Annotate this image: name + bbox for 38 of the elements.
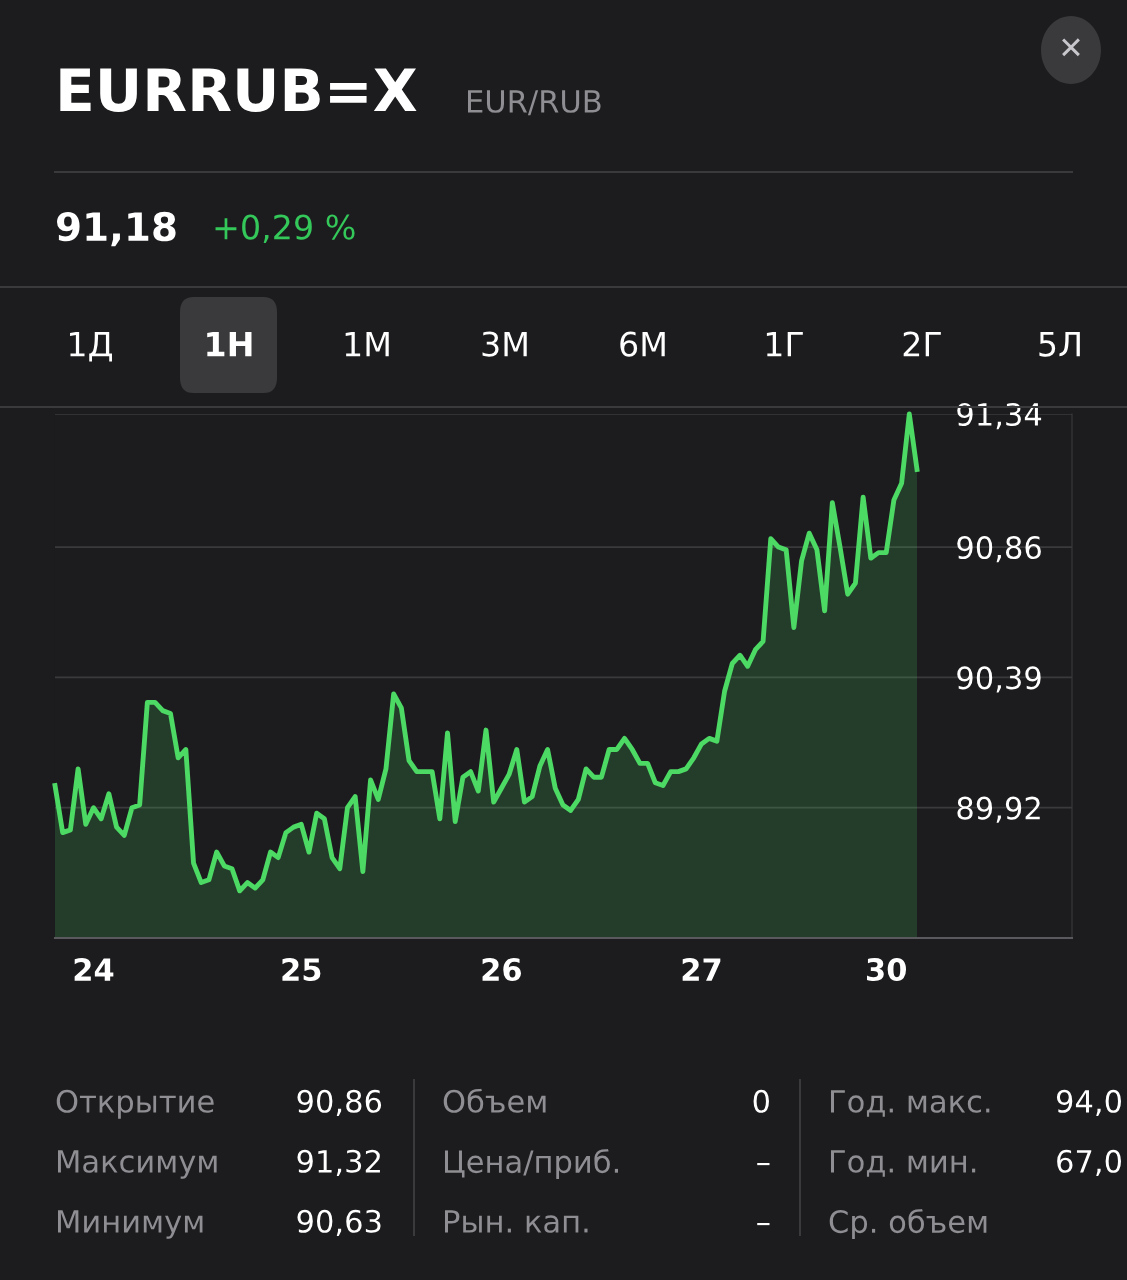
y-tick-label: 89,92	[957, 796, 1040, 823]
text: 1Д	[70, 331, 112, 362]
text: +0,29 %	[215, 214, 355, 244]
text: Открытие	[56, 1089, 214, 1119]
x-tick-label: 26	[482, 957, 522, 982]
x-tick-label: 24	[74, 957, 114, 981]
text: Год. макс.	[831, 1090, 990, 1117]
chart-subtitle: EUR/RUB	[468, 90, 601, 116]
text: Объем	[443, 1088, 546, 1113]
y-tick-label: 90,39	[957, 666, 1041, 693]
text: Ср. объем	[829, 1208, 987, 1240]
text: 91,18	[57, 211, 176, 247]
y-tick-label: 90,86	[957, 536, 1041, 563]
text: 5Л	[1039, 331, 1080, 357]
text: 90,63	[297, 1209, 381, 1236]
text: Цена/приб.	[445, 1148, 619, 1180]
text: Максимум	[58, 1150, 217, 1179]
text: 1М	[345, 331, 389, 357]
text: Минимум	[58, 1210, 203, 1239]
text: 91,32	[297, 1149, 380, 1176]
text: 6М	[620, 331, 665, 357]
text: –	[757, 1222, 770, 1226]
text: ✕	[1062, 38, 1080, 57]
text: Рын. кап.	[445, 1210, 588, 1233]
text: 1Г	[766, 331, 803, 357]
text: 1Н	[207, 331, 252, 357]
chart-title: EURRUB=X	[60, 68, 417, 112]
text: 3М	[482, 331, 527, 357]
x-tick-label: 27	[682, 957, 721, 981]
text: 2Г	[903, 331, 941, 357]
text: Год. мин.	[831, 1150, 976, 1177]
x-tick-label: 25	[282, 957, 321, 982]
text: 67,0	[1057, 1149, 1122, 1176]
text: –	[757, 1162, 770, 1166]
text: 0	[753, 1089, 769, 1113]
x-tick-label: 30	[867, 957, 907, 982]
text: 94,0	[1056, 1089, 1122, 1116]
text: 90,86	[297, 1089, 382, 1116]
